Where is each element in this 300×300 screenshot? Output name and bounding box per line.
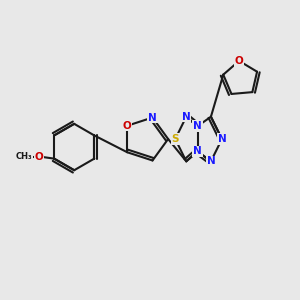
Text: O: O <box>235 56 244 66</box>
Text: S: S <box>172 134 179 144</box>
Text: O: O <box>123 121 132 131</box>
Text: N: N <box>218 134 226 144</box>
Text: N: N <box>207 156 215 166</box>
Text: O: O <box>35 152 44 161</box>
Text: N: N <box>193 146 202 157</box>
Text: N: N <box>182 112 190 122</box>
Text: N: N <box>148 112 157 122</box>
Text: N: N <box>193 121 202 131</box>
Text: CH₃: CH₃ <box>16 152 32 161</box>
